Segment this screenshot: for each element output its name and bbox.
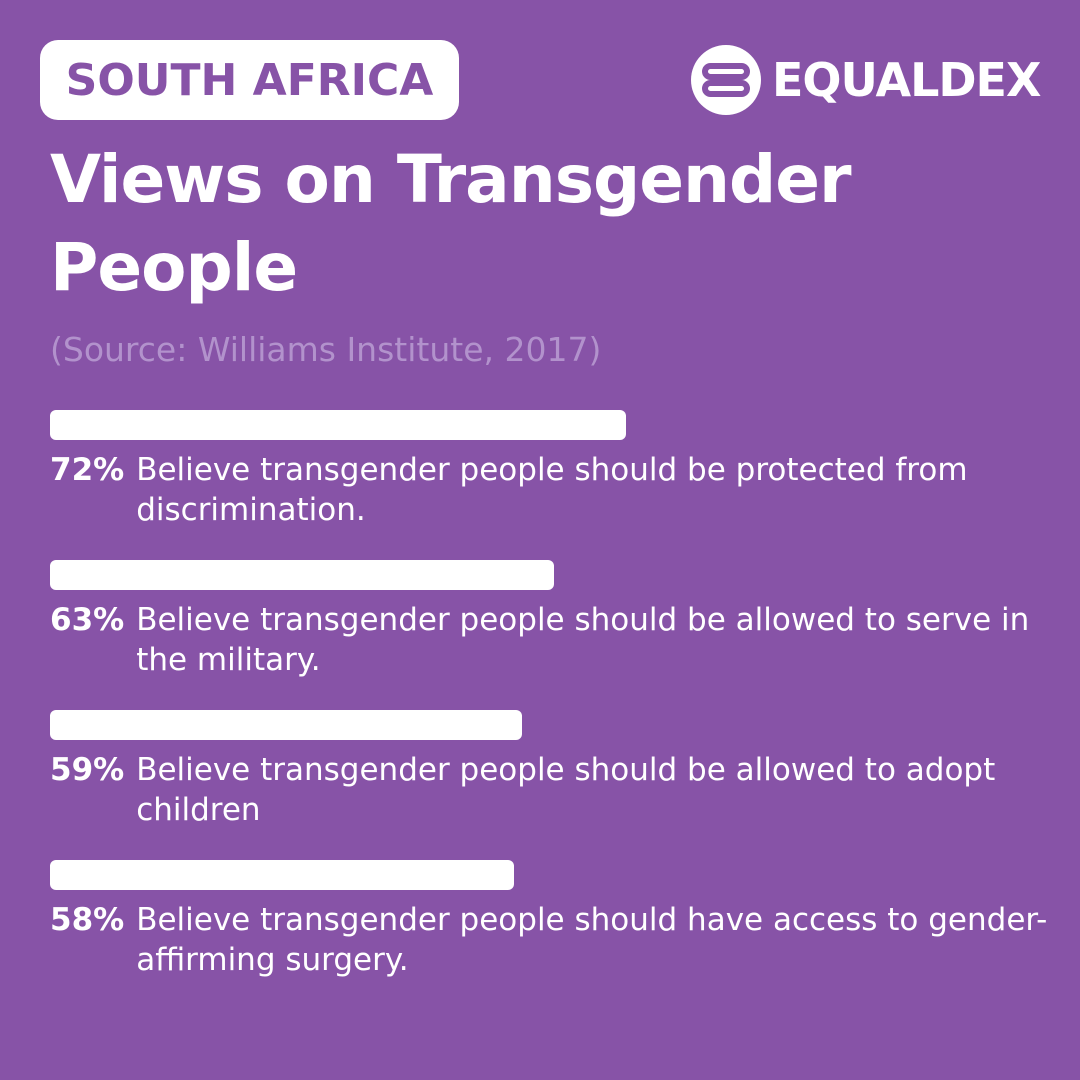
country-badge: SOUTH AFRICA (40, 40, 459, 120)
equaldex-logo-icon (691, 45, 761, 115)
bar (50, 710, 522, 740)
data-label: 59% (50, 752, 125, 788)
stat-label-row: 59% Believe transgender people should be … (50, 750, 1060, 830)
stat-item: 63% Believe transgender people should be … (50, 560, 1060, 680)
stat-item: 59% Believe transgender people should be … (50, 710, 1060, 830)
stat-item: 72% Believe transgender people should be … (50, 410, 1060, 530)
category-label: Believe transgender people should be pro… (136, 452, 968, 528)
stat-item: 58% Believe transgender people should hav… (50, 860, 1060, 980)
source-note: (Source: Williams Institute, 2017) (50, 330, 602, 369)
data-label: 72% (50, 452, 125, 488)
bar (50, 860, 514, 890)
brand-name: EQUALDEX (772, 53, 1041, 107)
data-label: 63% (50, 602, 125, 638)
category-label: Believe transgender people should have a… (136, 902, 1048, 978)
stat-label-row: 63% Believe transgender people should be … (50, 600, 1060, 680)
chart-title: Views on Transgender People (50, 141, 852, 306)
category-label: Believe transgender people should be all… (136, 602, 1030, 678)
category-label: Believe transgender people should be all… (136, 752, 996, 828)
data-label: 58% (50, 902, 125, 938)
stat-label-row: 58% Believe transgender people should hav… (50, 900, 1060, 980)
country-label: SOUTH AFRICA (65, 54, 434, 106)
brand: EQUALDEX (690, 44, 1041, 116)
stat-label-row: 72% Believe transgender people should be … (50, 450, 1060, 530)
bar (50, 560, 554, 590)
bar (50, 410, 626, 440)
